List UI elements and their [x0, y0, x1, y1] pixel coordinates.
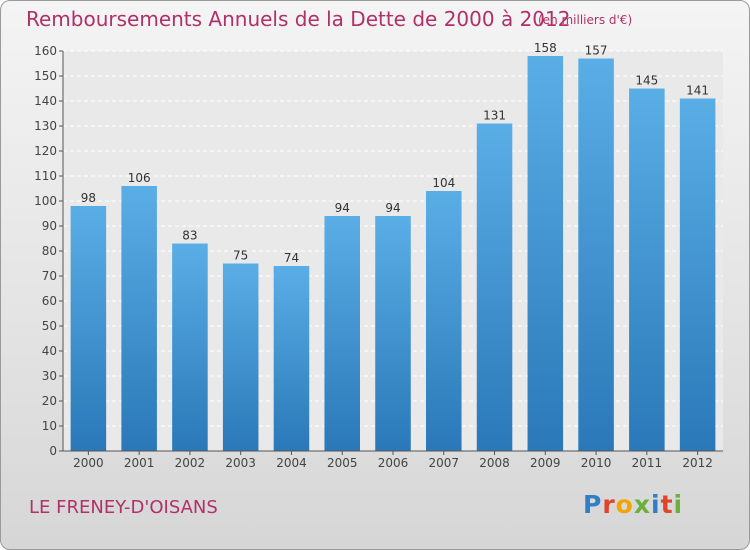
bar: [273, 266, 310, 451]
logo-letter: r: [602, 490, 616, 519]
bar: [222, 263, 259, 451]
y-tick-label: 10: [42, 419, 57, 433]
x-tick-label: 2010: [581, 456, 612, 470]
bar: [375, 216, 411, 451]
bar-value-label: 131: [483, 109, 506, 123]
logo-letter: P: [583, 490, 603, 519]
chart-title: Remboursements Annuels de la Dette de 20…: [26, 7, 571, 31]
bar: [476, 123, 513, 451]
y-tick-label: 160: [34, 44, 57, 58]
bar-value-label: 94: [385, 201, 400, 215]
y-tick-label: 100: [34, 194, 57, 208]
y-tick-label: 50: [42, 319, 57, 333]
logo-letter: o: [615, 490, 634, 519]
y-tick-label: 90: [42, 219, 57, 233]
x-tick-label: 2007: [428, 456, 459, 470]
bar-value-label: 106: [128, 171, 151, 185]
logo-letter: i: [673, 490, 684, 519]
proxiti-logo: Proxiti: [583, 490, 683, 519]
bar: [679, 98, 716, 451]
bar-value-label: 158: [534, 41, 557, 55]
bar-value-label: 141: [686, 84, 709, 98]
y-tick-label: 130: [34, 119, 57, 133]
bar-value-label: 75: [233, 249, 248, 263]
x-tick-label: 2001: [124, 456, 155, 470]
bar-value-label: 145: [635, 74, 658, 88]
y-tick-label: 60: [42, 294, 57, 308]
bar: [172, 243, 208, 451]
bar: [629, 88, 665, 451]
x-tick-label: 2004: [276, 456, 307, 470]
y-tick-label: 110: [34, 169, 57, 183]
bar-value-label: 83: [182, 229, 197, 243]
x-tick-label: 2003: [225, 456, 256, 470]
x-tick-label: 2012: [682, 456, 713, 470]
bar: [426, 191, 462, 451]
bar: [527, 56, 564, 451]
y-tick-label: 150: [34, 69, 57, 83]
logo-letter: i: [651, 490, 661, 519]
y-tick-label: 120: [34, 144, 57, 158]
y-tick-label: 140: [34, 94, 57, 108]
bar-value-label: 98: [81, 191, 96, 205]
x-tick-label: 2011: [632, 456, 663, 470]
y-tick-label: 80: [42, 244, 57, 258]
x-tick-label: 2009: [530, 456, 561, 470]
y-tick-label: 20: [42, 394, 57, 408]
y-tick-label: 70: [42, 269, 57, 283]
bar-value-label: 94: [335, 201, 350, 215]
commune-name: LE FRENEY-D'OISANS: [29, 497, 218, 518]
x-tick-label: 2006: [378, 456, 409, 470]
bar: [121, 186, 157, 451]
y-tick-label: 40: [42, 344, 57, 358]
unit-label: (en milliers d'€): [538, 13, 633, 27]
x-tick-label: 2000: [73, 456, 104, 470]
logo-letter: x: [633, 490, 651, 519]
bar-value-label: 157: [585, 44, 608, 58]
bar: [324, 216, 360, 451]
bar: [578, 58, 614, 451]
x-tick-label: 2008: [479, 456, 510, 470]
x-tick-label: 2005: [327, 456, 358, 470]
y-tick-label: 0: [49, 444, 57, 458]
y-tick-label: 30: [42, 369, 57, 383]
logo-letter: t: [660, 490, 674, 519]
bar: [70, 206, 107, 451]
bar-value-label: 74: [284, 251, 299, 265]
bar-value-label: 104: [432, 176, 455, 190]
x-tick-label: 2002: [175, 456, 206, 470]
